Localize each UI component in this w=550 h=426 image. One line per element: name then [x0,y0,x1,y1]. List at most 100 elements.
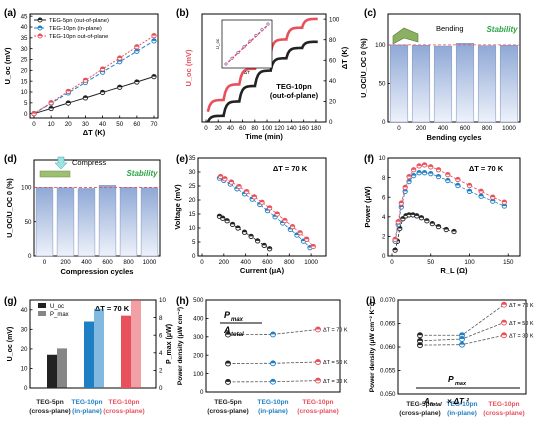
y-tick-label: 0 [200,389,204,396]
data-point-fill [315,326,321,330]
legend-label: P_max [50,312,69,318]
data-point-fill [117,55,122,58]
series-line-0 [33,76,155,115]
data-point-fill [422,170,427,173]
data-point-fill [436,224,441,227]
x-tick-label: 200 [416,125,427,132]
plot-frame [33,159,161,257]
bar [411,44,431,123]
y-tick-label: 2 [382,234,386,241]
y-tick-label: 30 [21,46,28,53]
y-axis-label: U_oc (mV) [184,49,193,87]
x-tick-label: 0 [397,125,401,132]
y-tick-label: 0 [24,385,28,392]
data-point-fill [451,229,457,232]
bar-uoc [47,354,57,388]
plot-frame [205,299,341,393]
data-point-fill [236,184,242,187]
y-tick-label: 100 [21,185,32,192]
x-tick-label: 0 [204,125,208,132]
y2-tick-label: 8 [159,315,163,322]
y-tick-label: 500 [193,297,204,304]
y-tick-label: 0.070 [380,297,396,304]
y-tick-label: 0 [192,253,196,260]
series-label: ΔT = 30 K [323,379,348,385]
bar [455,43,475,123]
data-point-fill [410,212,416,215]
data-point-fill [428,171,433,174]
x-tick-label: 0 [43,259,47,266]
data-point-fill [255,238,260,241]
x-category-label: TEG-5pn [36,399,63,406]
x-tick-label: 70 [151,121,158,128]
x-category-label: TEG-5pn [406,401,433,408]
plot-f-frame [387,157,521,257]
data-point-fill [311,244,316,247]
data-point-fill [225,360,231,364]
x-tick-label: 60 [133,121,140,128]
series-line [420,304,505,336]
inset-point [248,39,252,43]
data-point-fill [252,194,257,197]
data-point-fill [229,179,234,183]
x-tick-label: 20 [65,121,72,128]
y2-tick-label: 100 [329,16,340,23]
y-tick-label: 15 [21,78,28,85]
data-point-fill [270,379,276,382]
x-tick-label: 30 [82,121,89,128]
y-tick-label: 200 [193,352,204,359]
x-tick-label: 0 [200,259,204,266]
y-tick-label: 35 [21,35,28,42]
x-tick-label: 100 [464,259,475,266]
y-axis-label: Power density (μW cm⁻² K⁻²) [369,302,376,393]
y-tick-label: 0 [28,253,32,260]
data-point-fill [225,379,231,382]
legend-marker-fill [38,26,42,28]
series-label: ΔT = 30 K [509,333,534,339]
data-point-fill [270,331,276,335]
data-point-fill [411,173,416,176]
bar [35,187,54,257]
series-line-2 [33,35,155,115]
x-category-label: (in-plane) [447,410,477,417]
y2-tick-label: 6 [159,332,163,339]
y-tick-label: 300 [193,334,204,341]
data-point-fill [261,243,267,246]
x-tick-label: 800 [284,259,295,266]
y-tick-label: 400 [193,316,204,323]
x-axis-label: Bending cycles [426,133,481,142]
y-tick-label: 50 [379,81,386,88]
data-point-fill [501,332,507,336]
data-point-fill [66,100,71,104]
data-point-fill [230,222,235,225]
x-axis-label: ΔT (K) [83,128,106,137]
panel-label: (e) [176,154,188,165]
x-tick-label: 600 [262,259,273,266]
data-point-fill [430,221,435,224]
y2-axis-label: P_max (μW) [166,324,173,364]
data-point-fill [267,246,272,249]
data-point-fill [290,224,295,227]
y-tick-label: 25 [189,183,196,190]
y2-tick-label: 4 [159,350,163,357]
series-dt [206,40,318,123]
y-tick-label: 100 [193,371,204,378]
data-point-fill [151,74,157,77]
x-category-label: (cross-plane) [103,408,144,415]
x-tick-label: 40 [99,121,106,128]
compress-arrow-icon [54,156,68,170]
data-point-fill [315,359,321,363]
data-point-fill [235,225,241,228]
x-category-label: TEG-10pn [488,401,519,408]
inset-point [230,56,234,60]
x-tick-label: 400 [438,125,449,132]
bar-uoc [84,321,94,388]
x-tick-label: 600 [460,125,471,132]
inset-point [224,62,228,66]
x-axis-label: Compression cycles [61,267,134,276]
x-category-label: TEG-10pn [446,401,477,408]
x-axis-label: Current (μA) [240,266,285,275]
legend-label: TEG-5pn (out-of-plane) [49,18,109,24]
x-tick-label: 800 [123,259,134,266]
y-tick-label: 25 [21,57,28,64]
